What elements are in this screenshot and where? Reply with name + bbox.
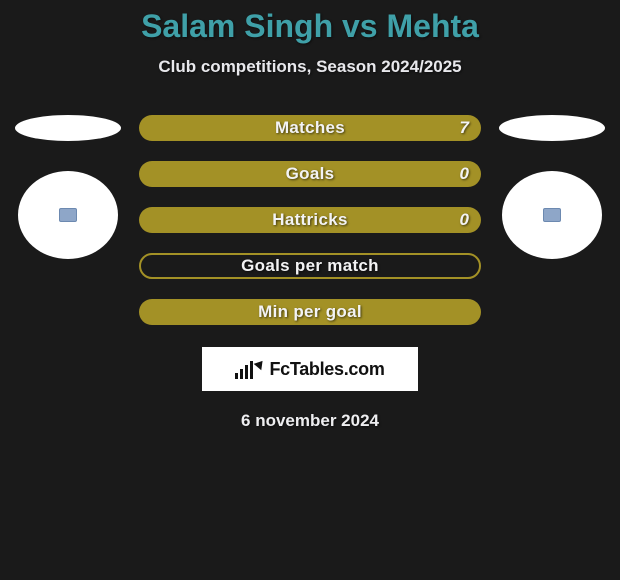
- stat-bar-matches: Matches 7: [139, 115, 481, 141]
- badge-placeholder-icon: [543, 208, 561, 222]
- source-logo[interactable]: FcTables.com: [202, 347, 418, 391]
- player-a-club-badge: [18, 171, 118, 259]
- stat-bar-hattricks: Hattricks 0: [139, 207, 481, 233]
- player-b-club-badge: [502, 171, 602, 259]
- stat-bars: Matches 7 Goals 0 Hattricks 0 Goals per …: [139, 115, 481, 325]
- badge-placeholder-icon: [59, 208, 77, 222]
- player-a-avatar-group: [8, 115, 128, 259]
- comparison-widget: Salam Singh vs Mehta Club competitions, …: [0, 0, 620, 431]
- logo-text: FcTables.com: [269, 359, 384, 380]
- stat-bar-goals-per-match: Goals per match: [139, 253, 481, 279]
- subtitle: Club competitions, Season 2024/2025: [0, 57, 620, 77]
- page-title: Salam Singh vs Mehta: [0, 8, 620, 45]
- stat-label: Matches: [275, 118, 345, 138]
- ellipse-icon: [499, 115, 605, 141]
- ellipse-icon: [15, 115, 121, 141]
- stats-area: Matches 7 Goals 0 Hattricks 0 Goals per …: [0, 115, 620, 431]
- stat-value: 7: [460, 118, 469, 138]
- stat-label: Goals: [286, 164, 335, 184]
- stat-bar-goals: Goals 0: [139, 161, 481, 187]
- player-b-avatar-group: [492, 115, 612, 259]
- stat-label: Goals per match: [241, 256, 379, 276]
- stat-label: Min per goal: [258, 302, 362, 322]
- stat-label: Hattricks: [272, 210, 347, 230]
- stat-bar-min-per-goal: Min per goal: [139, 299, 481, 325]
- date-label: 6 november 2024: [0, 411, 620, 431]
- arrow-up-icon: [254, 358, 267, 371]
- stat-value: 0: [460, 210, 469, 230]
- bar-chart-icon: [235, 359, 253, 379]
- stat-value: 0: [460, 164, 469, 184]
